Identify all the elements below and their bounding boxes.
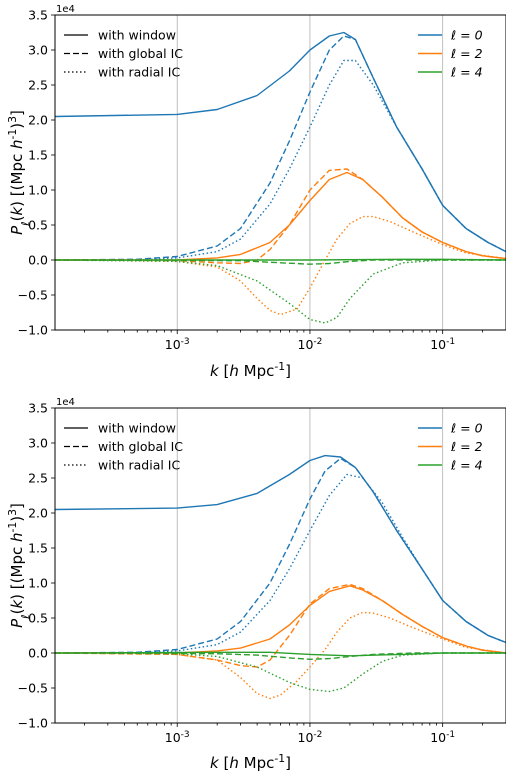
legend-label: ℓ = 2 [450, 439, 483, 454]
legend-label: ℓ = 0 [450, 421, 483, 436]
y-tick-label: 2.5 [28, 78, 48, 93]
series-l4-dotted-line [55, 259, 506, 324]
series-l0-solid-line [55, 31, 506, 253]
series-l0-dotted-line [55, 473, 506, 654]
y-tick-label: 1.0 [28, 576, 48, 591]
legend-linestyle: with window with global IC with radial IC [64, 421, 183, 473]
y-tick-label: 0.5 [28, 218, 48, 233]
series-l2-dotted-line [55, 215, 506, 316]
y-offset-label: 1e4 [56, 397, 75, 408]
y-tick-label: 0.0 [28, 646, 48, 661]
axes-frame [54, 14, 506, 331]
legend-label: with radial IC [98, 458, 180, 473]
axes-frame [54, 407, 506, 724]
series-l2-dashed-line [55, 168, 506, 265]
y-tick-label: 3.5 [28, 8, 48, 23]
chart-panel-1: 10-3 10-2 10-1 −1.0 −0.5 0.0 0.5 1.0 1.5 2.0 2.5 3.… [6, 4, 506, 380]
series-l2-dashed-line [55, 583, 506, 668]
x-tick-label: 10-3 [165, 730, 190, 745]
series-l4-dashed-line [55, 259, 506, 265]
series-l4-dashed-line [55, 652, 506, 660]
legend-label: ℓ = 4 [450, 458, 483, 473]
y-tick-label: −0.5 [18, 288, 48, 303]
y-tick-label: 1.5 [28, 148, 48, 163]
chart-panel-2: 10-3 10-2 10-1 −1.0 −0.5 0.0 0.5 1.0 1.5 2.0 2.5 3.… [6, 397, 506, 772]
y-tick-label: 3.0 [28, 43, 48, 58]
y-axis-label: Pℓ(k) [(Mpc h-1)3] [6, 110, 32, 235]
x-tick-label: 10-1 [430, 730, 455, 745]
x-tick-label: 10-3 [165, 337, 190, 352]
x-axis-label: k [h Mpc-1] [210, 752, 291, 773]
legend-linestyle: with window with global IC with radial IC [64, 28, 183, 80]
legend-label: ℓ = 0 [450, 28, 483, 43]
series-l0-dashed-line [55, 457, 506, 654]
y-tick-label: 3.0 [28, 436, 48, 451]
series-group [55, 31, 506, 324]
legend-multipole: ℓ = 0 ℓ = 2 ℓ = 4 [418, 28, 483, 80]
y-offset-label: 1e4 [56, 4, 75, 15]
x-tick-label: 10-1 [430, 337, 455, 352]
y-tick-label: −1.0 [18, 323, 48, 338]
y-tick-label: 2.0 [28, 113, 48, 128]
legend-label: with window [98, 28, 176, 43]
y-axis-label: Pℓ(k) [(Mpc h-1)3] [6, 503, 32, 628]
y-tick-label: −1.0 [18, 716, 48, 731]
y-tick-label: 2.0 [28, 506, 48, 521]
y-tick-label: 0.0 [28, 253, 48, 268]
y-tick-label: 1.5 [28, 541, 48, 556]
legend-multipole: ℓ = 0 ℓ = 2 ℓ = 4 [418, 421, 483, 473]
legend-label: with radial IC [98, 65, 180, 80]
series-l2-dotted-line [55, 611, 506, 700]
y-tick-label: −0.5 [18, 681, 48, 696]
legend-label: with global IC [98, 439, 183, 454]
series-l0-dashed-line [55, 35, 506, 261]
x-tick-label: 10-2 [298, 337, 323, 352]
y-tick-label: 3.5 [28, 401, 48, 416]
series-group [55, 454, 506, 700]
y-tick-label: 0.5 [28, 611, 48, 626]
legend-label: with window [98, 421, 176, 436]
legend-label: ℓ = 2 [450, 46, 483, 61]
legend-label: ℓ = 4 [450, 65, 483, 80]
y-tick-label: 2.5 [28, 471, 48, 486]
series-l0-solid-line [55, 454, 506, 644]
legend-label: with global IC [98, 46, 183, 61]
series-l4-dotted-line [55, 652, 506, 693]
y-tick-label: 1.0 [28, 183, 48, 198]
x-axis-label: k [h Mpc-1] [210, 360, 291, 381]
series-l2-solid-line [55, 585, 506, 654]
x-tick-label: 10-2 [298, 730, 323, 745]
series-l2-solid-line [55, 171, 506, 261]
